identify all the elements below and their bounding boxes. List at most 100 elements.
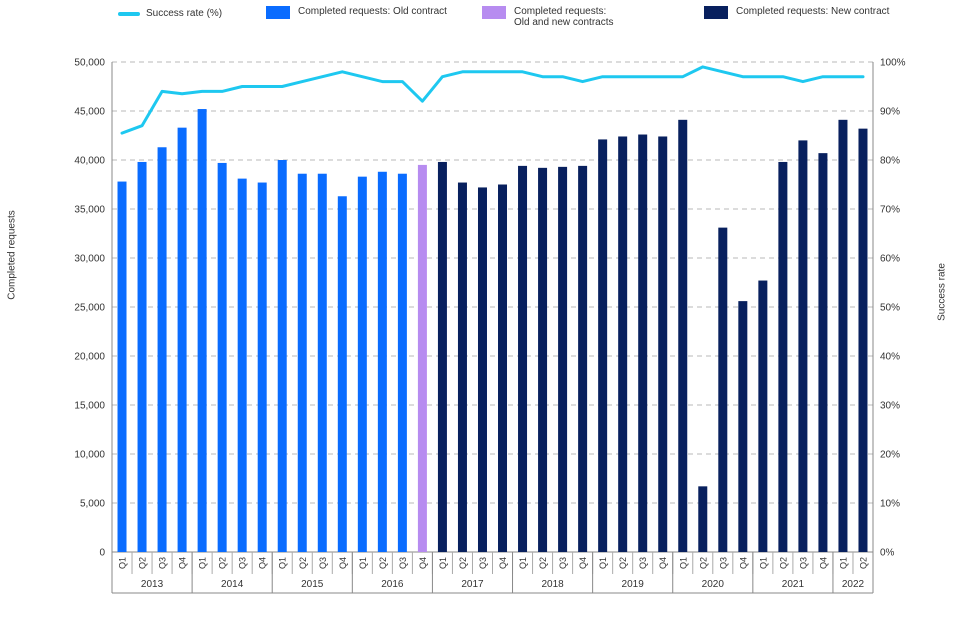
x-tick-label: Q1 bbox=[678, 557, 688, 569]
legend-label-success-rate: Success rate (%) bbox=[146, 8, 223, 19]
y-tick-label: 35,000 bbox=[74, 205, 105, 216]
legend-swatch-old-contract bbox=[266, 6, 290, 19]
x-tick-label: Q3 bbox=[158, 557, 168, 569]
y-tick-label: 50,000 bbox=[74, 58, 105, 69]
x-tick-label: Q4 bbox=[738, 557, 748, 569]
x-tick-label: Q2 bbox=[298, 557, 308, 569]
y2-tick-label: 80% bbox=[880, 156, 900, 167]
y2-tick-label: 100% bbox=[880, 58, 906, 69]
year-label: 2021 bbox=[782, 579, 805, 590]
y2-tick-label: 10% bbox=[880, 499, 900, 510]
x-tick-label: Q3 bbox=[798, 557, 808, 569]
x-tick-label: Q4 bbox=[178, 557, 188, 569]
bar-old bbox=[357, 176, 367, 552]
bar-new bbox=[638, 134, 648, 552]
bar-new bbox=[518, 165, 528, 552]
x-tick-label: Q3 bbox=[478, 557, 488, 569]
year-label: 2016 bbox=[381, 579, 404, 590]
year-label: 2015 bbox=[301, 579, 324, 590]
x-tick-label: Q2 bbox=[538, 557, 548, 569]
bar-old bbox=[297, 173, 307, 552]
bar-old bbox=[317, 173, 327, 552]
success-rate-line bbox=[120, 65, 865, 135]
bar-new bbox=[838, 119, 848, 552]
x-tick-label: Q3 bbox=[398, 557, 408, 569]
bar-old bbox=[237, 178, 247, 552]
x-tick-label: Q1 bbox=[518, 557, 528, 569]
x-tick-label: Q2 bbox=[138, 557, 148, 569]
bar-old bbox=[277, 160, 287, 552]
x-tick-label: Q1 bbox=[838, 557, 848, 569]
x-tick-label: Q2 bbox=[618, 557, 628, 569]
bar-new bbox=[658, 136, 668, 553]
bar-new bbox=[437, 161, 447, 552]
legend-label-old-and-new: Completed requests: Old and new contract… bbox=[514, 6, 614, 28]
year-label: 2022 bbox=[842, 579, 865, 590]
bar-mixed bbox=[417, 164, 427, 552]
bar-new bbox=[558, 166, 568, 553]
bar-old bbox=[177, 127, 187, 552]
year-label: 2019 bbox=[622, 579, 645, 590]
legend-swatch-success-rate bbox=[118, 12, 140, 16]
x-tick-label: Q4 bbox=[258, 557, 268, 569]
y2-tick-label: 40% bbox=[880, 352, 900, 363]
bar-new bbox=[578, 165, 588, 552]
x-tick-label: Q3 bbox=[318, 557, 328, 569]
x-tick-label: Q3 bbox=[558, 557, 568, 569]
bar-old bbox=[397, 173, 407, 552]
y2-tick-label: 0% bbox=[880, 548, 895, 559]
bar-new bbox=[598, 139, 608, 553]
year-label: 2014 bbox=[221, 579, 244, 590]
x-tick-label: Q1 bbox=[118, 557, 128, 569]
y-tick-label: 15,000 bbox=[74, 401, 105, 412]
x-tick-label: Q2 bbox=[458, 557, 468, 569]
bar-old bbox=[117, 181, 127, 552]
y-tick-label: 5,000 bbox=[80, 499, 105, 510]
x-tick-label: Q1 bbox=[278, 557, 288, 569]
x-tick-label: Q3 bbox=[638, 557, 648, 569]
legend-label-old-contract: Completed requests: Old contract bbox=[298, 6, 447, 17]
legend-swatch-old-and-new bbox=[482, 6, 506, 19]
year-label: 2013 bbox=[141, 579, 164, 590]
y2-tick-label: 50% bbox=[880, 303, 900, 314]
bar-old bbox=[217, 162, 227, 552]
x-tick-label: Q2 bbox=[778, 557, 788, 569]
x-tick-label: Q2 bbox=[698, 557, 708, 569]
x-tick-label: Q3 bbox=[718, 557, 728, 569]
legend-item-success-rate: Success rate (%) bbox=[118, 8, 222, 19]
bar-new bbox=[758, 280, 768, 552]
bar-new bbox=[498, 184, 508, 552]
legend-item-old-and-new: Completed requests: Old and new contract… bbox=[482, 6, 614, 28]
x-tick-label: Q1 bbox=[598, 557, 608, 569]
bar-new bbox=[738, 301, 748, 552]
legend-item-old-contract: Completed requests: Old contract bbox=[266, 6, 447, 19]
bar-new bbox=[858, 128, 868, 552]
x-tick-label: Q1 bbox=[198, 557, 208, 569]
y-tick-label: 20,000 bbox=[74, 352, 105, 363]
legend-item-new-contract: Completed requests: New contract bbox=[704, 6, 889, 19]
y2-tick-label: 70% bbox=[880, 205, 900, 216]
year-label: 2017 bbox=[461, 579, 484, 590]
y2-tick-label: 90% bbox=[880, 107, 900, 118]
legend-label-new-contract: Completed requests: New contract bbox=[736, 6, 890, 17]
y2-tick-label: 20% bbox=[880, 450, 900, 461]
bar-old bbox=[197, 109, 207, 552]
bar-new bbox=[618, 136, 628, 553]
bar-old bbox=[137, 161, 147, 552]
y-tick-label: 40,000 bbox=[74, 156, 105, 167]
y-tick-label: 25,000 bbox=[74, 303, 105, 314]
year-label: 2020 bbox=[702, 579, 725, 590]
y2-tick-label: 30% bbox=[880, 401, 900, 412]
bar-new bbox=[718, 227, 728, 552]
chart-legend: Success rate (%) Completed requests: Old… bbox=[0, 6, 960, 46]
bar-new bbox=[698, 486, 708, 552]
bar-new bbox=[477, 187, 487, 552]
y-tick-label: 0 bbox=[99, 548, 105, 559]
bar-new bbox=[678, 119, 688, 552]
bar-new bbox=[457, 182, 467, 553]
x-tick-label: Q1 bbox=[758, 557, 768, 569]
x-tick-label: Q1 bbox=[438, 557, 448, 569]
x-tick-label: Q2 bbox=[858, 557, 868, 569]
x-tick-label: Q1 bbox=[358, 557, 368, 569]
